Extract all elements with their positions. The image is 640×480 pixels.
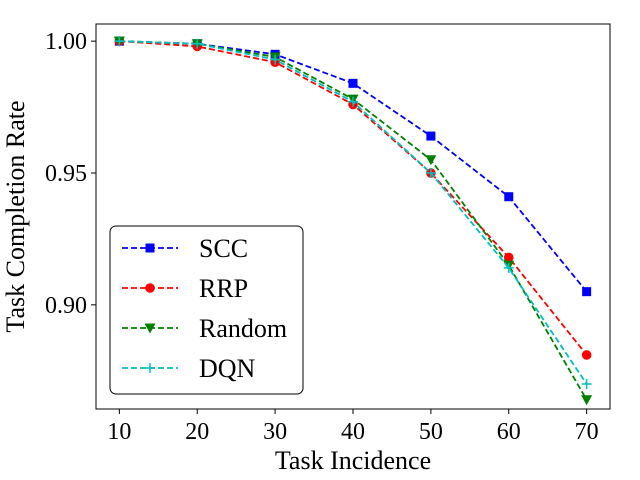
x-tick-label: 60: [497, 419, 521, 445]
data-point-random: [581, 395, 593, 406]
data-point-scc: [426, 131, 436, 141]
x-tick-label: 10: [107, 419, 131, 445]
legend-marker-scc: [145, 243, 155, 253]
legend-label: DQN: [199, 354, 256, 383]
data-point-scc: [348, 78, 358, 88]
x-axis-label: Task Incidence: [275, 446, 431, 475]
legend-label: RRP: [199, 274, 248, 303]
data-point-dqn: [425, 167, 436, 178]
y-tick-label: 0.90: [45, 293, 87, 319]
legend-item-rrp: RRP: [122, 274, 248, 303]
data-point-dqn: [114, 36, 125, 47]
data-point-dqn: [348, 96, 358, 107]
y-axis: 0.90 0.95 1.00: [45, 29, 96, 319]
x-tick-label: 30: [263, 419, 287, 445]
y-axis-label: Task Completion Rate: [1, 100, 30, 332]
series-dqn: [114, 36, 592, 389]
data-point-rrp: [581, 350, 592, 360]
data-point-rrp: [503, 252, 514, 263]
legend-marker-random: [144, 323, 156, 334]
y-tick-label: 0.95: [45, 161, 87, 187]
data-point-scc: [582, 287, 592, 297]
x-tick-label: 70: [575, 419, 599, 445]
data-point-dqn: [503, 262, 514, 273]
legend: SCC RRP Random DQN: [109, 225, 304, 395]
legend-marker-rrp: [145, 283, 155, 293]
x-axis: 10 20 30 40 50 60 70: [107, 409, 599, 445]
x-tick-label: 40: [341, 419, 365, 445]
data-point-dqn: [270, 54, 281, 65]
x-tick-label: 50: [419, 419, 443, 445]
data-point-random: [425, 155, 437, 166]
legend-item-random: Random: [122, 314, 287, 343]
data-point-dqn: [192, 38, 203, 49]
legend-box: [109, 225, 304, 395]
series-layer: [113, 36, 593, 406]
data-point-dqn: [581, 378, 592, 389]
x-tick-label: 20: [185, 419, 209, 445]
legend-label: SCC: [199, 234, 248, 263]
legend-label: Random: [199, 314, 287, 343]
y-tick-label: 1.00: [45, 29, 87, 55]
data-point-scc: [504, 192, 514, 202]
legend-item-dqn: DQN: [122, 354, 256, 383]
legend-item-scc: SCC: [122, 234, 248, 263]
legend-marker-dqn: [145, 363, 155, 373]
